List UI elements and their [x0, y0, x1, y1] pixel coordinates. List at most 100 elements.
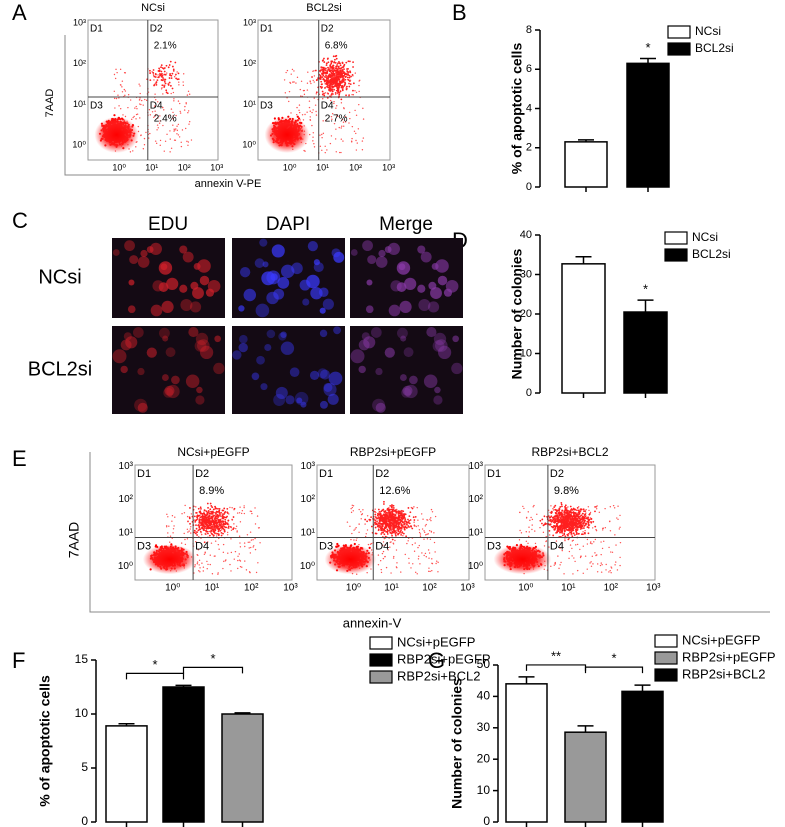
- event-dot: [190, 532, 192, 534]
- event-dot: [185, 102, 187, 104]
- event-dot: [327, 61, 330, 64]
- event-dot: [329, 67, 332, 69]
- event-dot: [335, 114, 338, 116]
- event-dot: [226, 507, 229, 510]
- event-dot: [382, 508, 385, 511]
- event-dot: [139, 92, 141, 95]
- event-dot: [195, 531, 197, 533]
- event-dot: [319, 74, 322, 77]
- event-dot: [207, 526, 209, 529]
- event-dot: [236, 530, 238, 532]
- event-dot: [249, 510, 252, 512]
- event-dot: [193, 519, 196, 521]
- event-dot: [202, 518, 205, 521]
- event-dot: [151, 111, 154, 113]
- event-dot: [208, 534, 211, 537]
- event-dot: [217, 572, 219, 574]
- event-dot: [359, 79, 361, 81]
- panel-label: B: [452, 0, 467, 25]
- event-dot: [340, 151, 342, 154]
- event-dot: [339, 76, 342, 79]
- event-dot: [163, 70, 166, 73]
- event-dot: [210, 532, 213, 535]
- event-dot: [211, 573, 214, 575]
- event-dot: [349, 83, 352, 86]
- event-dot: [335, 65, 338, 68]
- event-dot: [147, 137, 150, 139]
- event-dot: [120, 84, 122, 86]
- event-dot: [362, 107, 364, 110]
- event-dot: [223, 560, 225, 563]
- event-dot: [195, 519, 198, 521]
- event-dot: [159, 144, 161, 147]
- event-dot: [290, 73, 292, 75]
- event-dot: [212, 514, 214, 516]
- event-dot: [217, 530, 220, 533]
- event-dot: [325, 64, 328, 67]
- event-dot: [336, 64, 338, 66]
- event-dot: [319, 71, 322, 73]
- event-dot: [187, 144, 189, 146]
- event-dot: [169, 138, 171, 140]
- event-dot: [170, 77, 173, 80]
- event-dot: [329, 142, 332, 145]
- event-dot: [212, 526, 214, 528]
- event-dot: [355, 149, 358, 151]
- event-dot: [172, 68, 175, 71]
- event-dot: [113, 90, 116, 92]
- event-dot: [340, 138, 343, 140]
- event-dot: [286, 69, 289, 72]
- event-dot: [190, 139, 193, 141]
- event-dot: [232, 528, 234, 531]
- event-dot: [394, 532, 397, 535]
- event-dot: [188, 120, 191, 123]
- event-dot: [315, 114, 318, 116]
- event-dot: [182, 81, 184, 83]
- event-dot: [185, 103, 187, 105]
- event-dot: [321, 90, 324, 93]
- event-dot: [142, 148, 145, 150]
- event-dot: [230, 538, 232, 540]
- event-dot: [346, 68, 348, 71]
- event-dot: [355, 91, 358, 94]
- event-dot: [138, 99, 141, 101]
- event-dot: [135, 146, 137, 148]
- event-dot: [376, 520, 378, 523]
- event-dot: [243, 506, 245, 509]
- y-tick-label: 10¹: [119, 528, 134, 539]
- event-dot: [217, 507, 219, 510]
- event-dot: [210, 510, 213, 513]
- event-dot: [254, 507, 256, 509]
- event-dot: [391, 538, 394, 541]
- event-dot: [244, 560, 246, 562]
- event-dot: [178, 81, 180, 83]
- event-dot: [202, 512, 205, 515]
- event-dot: [188, 517, 191, 520]
- event-dot: [157, 127, 159, 129]
- event-dot: [338, 72, 341, 75]
- event-dot: [204, 523, 207, 526]
- event-dot: [340, 102, 343, 104]
- event-dot: [333, 61, 336, 64]
- event-dot: [158, 122, 161, 124]
- event-dot: [163, 150, 165, 152]
- event-dot: [296, 106, 298, 109]
- event-dot: [321, 149, 323, 151]
- quadrant-label: D3: [137, 540, 151, 552]
- event-dot: [355, 139, 357, 142]
- event-dot: [221, 524, 223, 526]
- event-dot: [220, 531, 223, 534]
- event-dot: [200, 507, 202, 510]
- event-dot: [135, 113, 138, 116]
- event-dot: [249, 552, 252, 554]
- event-dot: [345, 72, 347, 75]
- event-dot: [208, 512, 211, 515]
- event-dot: [325, 119, 327, 122]
- event-dot: [228, 527, 230, 530]
- event-dot: [325, 79, 327, 82]
- event-dot: [176, 125, 178, 127]
- y-tick-label: 10⁰: [242, 139, 256, 149]
- event-dot: [343, 84, 346, 87]
- event-dot: [335, 82, 338, 85]
- event-dot: [169, 84, 172, 87]
